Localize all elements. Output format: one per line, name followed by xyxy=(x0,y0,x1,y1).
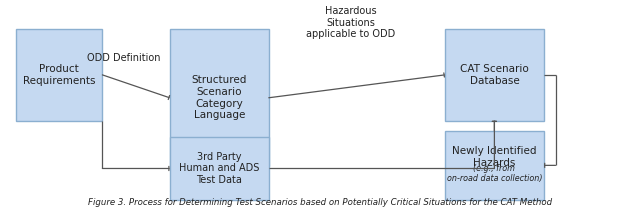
FancyBboxPatch shape xyxy=(445,131,544,200)
Text: CAT Scenario
Database: CAT Scenario Database xyxy=(460,64,529,86)
Text: Product
Requirements: Product Requirements xyxy=(23,64,95,86)
FancyBboxPatch shape xyxy=(16,29,102,121)
Text: ODD Definition: ODD Definition xyxy=(87,53,160,63)
FancyBboxPatch shape xyxy=(445,29,544,121)
Text: Hazardous
Situations
applicable to ODD: Hazardous Situations applicable to ODD xyxy=(306,6,396,40)
Text: 3rd Party
Human and ADS
Test Data: 3rd Party Human and ADS Test Data xyxy=(179,152,259,185)
Text: (e.g., from
on-road data collection): (e.g., from on-road data collection) xyxy=(447,164,542,183)
FancyBboxPatch shape xyxy=(170,137,269,200)
Text: Structured
Scenario
Category
Language: Structured Scenario Category Language xyxy=(191,75,247,120)
Text: Figure 3. Process for Determining Test Scenarios based on Potentially Critical S: Figure 3. Process for Determining Test S… xyxy=(88,198,552,207)
Text: Newly Identified
Hazards: Newly Identified Hazards xyxy=(452,146,537,168)
FancyBboxPatch shape xyxy=(170,29,269,166)
